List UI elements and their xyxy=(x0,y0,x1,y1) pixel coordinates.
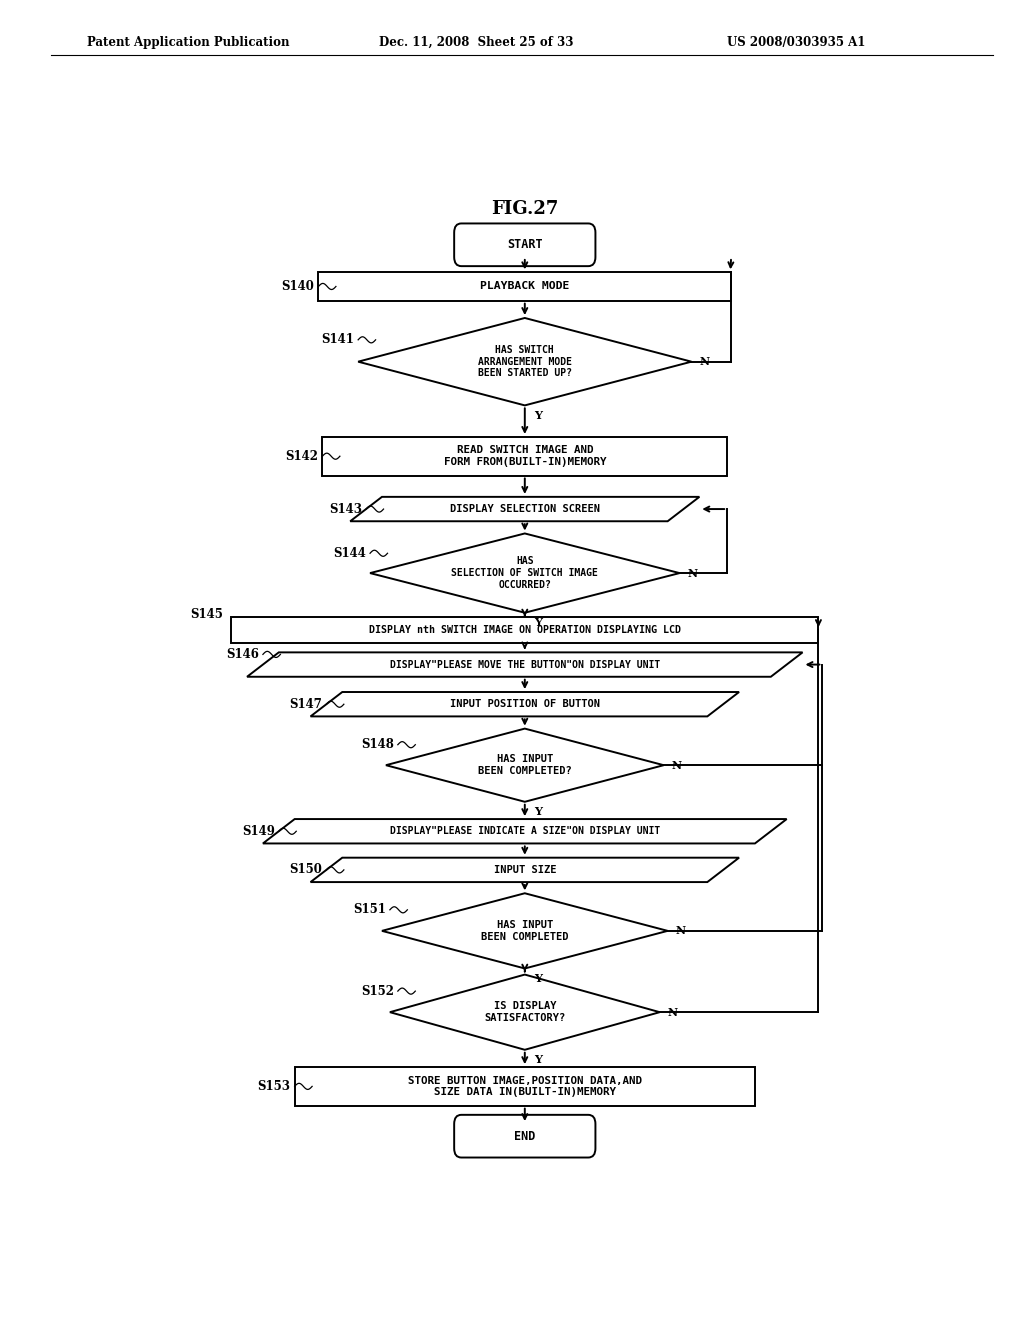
Text: DISPLAY SELECTION SCREEN: DISPLAY SELECTION SCREEN xyxy=(450,504,600,513)
Text: N: N xyxy=(699,356,710,367)
Text: PLAYBACK MODE: PLAYBACK MODE xyxy=(480,281,569,292)
Text: INPUT POSITION OF BUTTON: INPUT POSITION OF BUTTON xyxy=(450,700,600,709)
Text: HAS SWITCH
ARRANGEMENT MODE
BEEN STARTED UP?: HAS SWITCH ARRANGEMENT MODE BEEN STARTED… xyxy=(478,345,571,379)
Text: DISPLAY nth SWITCH IMAGE ON OPERATION DISPLAYING LCD: DISPLAY nth SWITCH IMAGE ON OPERATION DI… xyxy=(369,624,681,635)
Text: IS DISPLAY
SATISFACTORY?: IS DISPLAY SATISFACTORY? xyxy=(484,1002,565,1023)
Text: Y: Y xyxy=(535,973,543,985)
FancyBboxPatch shape xyxy=(455,223,595,267)
Text: S140: S140 xyxy=(282,280,314,293)
FancyBboxPatch shape xyxy=(455,1115,595,1158)
Text: S149: S149 xyxy=(242,825,274,838)
Text: N: N xyxy=(672,760,682,771)
Text: HAS INPUT
BEEN COMPLETED?: HAS INPUT BEEN COMPLETED? xyxy=(478,755,571,776)
Text: S143: S143 xyxy=(329,503,362,516)
Polygon shape xyxy=(247,652,803,677)
Text: DISPLAY"PLEASE INDICATE A SIZE"ON DISPLAY UNIT: DISPLAY"PLEASE INDICATE A SIZE"ON DISPLA… xyxy=(390,826,659,837)
Text: N: N xyxy=(676,925,686,936)
Text: S144: S144 xyxy=(333,546,367,560)
Text: S152: S152 xyxy=(360,985,394,998)
Bar xyxy=(323,437,727,475)
Bar xyxy=(231,616,818,643)
Text: Dec. 11, 2008  Sheet 25 of 33: Dec. 11, 2008 Sheet 25 of 33 xyxy=(379,36,573,49)
Text: US 2008/0303935 A1: US 2008/0303935 A1 xyxy=(727,36,865,49)
Text: FIG.27: FIG.27 xyxy=(492,201,558,218)
Polygon shape xyxy=(350,496,699,521)
Text: S142: S142 xyxy=(286,450,318,463)
Text: Y: Y xyxy=(535,411,543,421)
Text: Y: Y xyxy=(535,807,543,817)
Text: Patent Application Publication: Patent Application Publication xyxy=(87,36,290,49)
Text: INPUT SIZE: INPUT SIZE xyxy=(494,865,556,875)
Polygon shape xyxy=(310,858,739,882)
Text: END: END xyxy=(514,1130,536,1143)
Text: Y: Y xyxy=(535,618,543,628)
Polygon shape xyxy=(370,533,680,612)
Text: S145: S145 xyxy=(190,609,223,622)
Text: S153: S153 xyxy=(258,1080,291,1093)
Polygon shape xyxy=(358,318,691,405)
Text: S147: S147 xyxy=(290,698,323,710)
Text: START: START xyxy=(507,239,543,251)
Polygon shape xyxy=(263,818,786,843)
Text: S150: S150 xyxy=(290,863,323,876)
Polygon shape xyxy=(310,692,739,717)
Bar xyxy=(295,1067,755,1106)
Text: HAS
SELECTION OF SWITCH IMAGE
OCCURRED?: HAS SELECTION OF SWITCH IMAGE OCCURRED? xyxy=(452,557,598,590)
Text: Y: Y xyxy=(535,1055,543,1065)
Text: S146: S146 xyxy=(226,648,259,661)
Polygon shape xyxy=(382,894,668,969)
Bar xyxy=(318,272,731,301)
Polygon shape xyxy=(390,974,659,1049)
Text: N: N xyxy=(668,1007,678,1018)
Polygon shape xyxy=(386,729,664,801)
Text: STORE BUTTON IMAGE,POSITION DATA,AND
SIZE DATA IN(BUILT-IN)MEMORY: STORE BUTTON IMAGE,POSITION DATA,AND SIZ… xyxy=(408,1076,642,1097)
Text: N: N xyxy=(687,568,697,578)
Text: S148: S148 xyxy=(361,738,394,751)
Text: DISPLAY"PLEASE MOVE THE BUTTON"ON DISPLAY UNIT: DISPLAY"PLEASE MOVE THE BUTTON"ON DISPLA… xyxy=(390,660,659,669)
Text: S141: S141 xyxy=(322,334,354,346)
Text: HAS INPUT
BEEN COMPLETED: HAS INPUT BEEN COMPLETED xyxy=(481,920,568,941)
Text: READ SWITCH IMAGE AND
FORM FROM(BUILT-IN)MEMORY: READ SWITCH IMAGE AND FORM FROM(BUILT-IN… xyxy=(443,445,606,467)
Text: S151: S151 xyxy=(353,903,386,916)
